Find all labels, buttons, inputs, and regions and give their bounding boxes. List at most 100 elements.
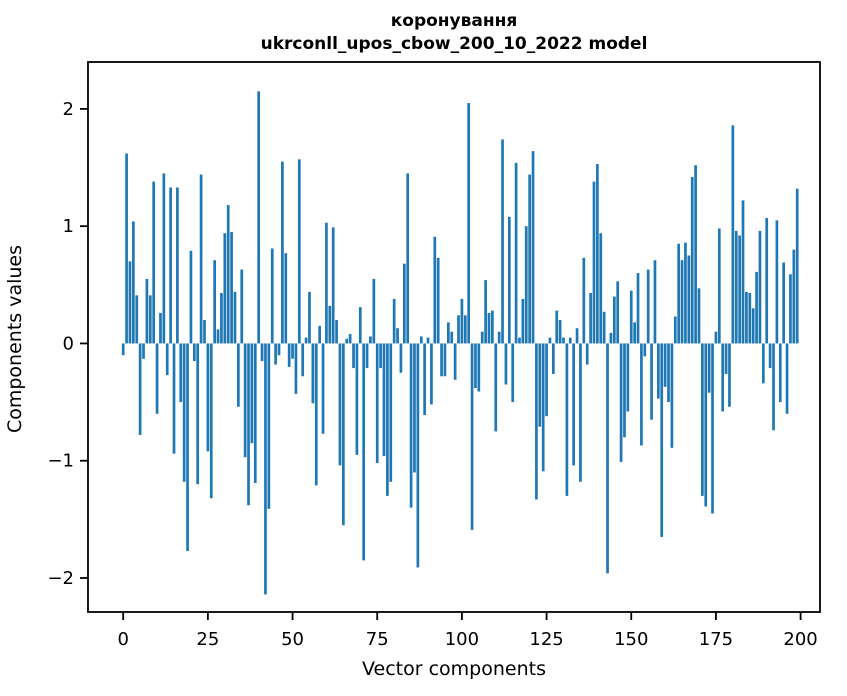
bar — [406, 173, 410, 344]
bar — [176, 187, 179, 344]
bar — [585, 343, 589, 365]
bar — [643, 343, 647, 357]
bar — [596, 164, 599, 344]
x-tick-label: 175 — [699, 629, 733, 650]
bar — [287, 343, 291, 367]
bar — [423, 343, 426, 415]
bar — [182, 343, 186, 482]
bar — [199, 174, 203, 344]
bar — [328, 305, 332, 344]
bar — [758, 230, 762, 344]
bar — [152, 181, 156, 344]
bar — [650, 343, 653, 420]
bar — [731, 125, 735, 344]
bar — [687, 255, 691, 344]
bar — [270, 248, 274, 344]
bar — [392, 298, 396, 344]
y-tick-label: 0 — [63, 333, 74, 354]
bar — [494, 343, 498, 432]
bar — [521, 298, 525, 344]
bar — [213, 260, 216, 344]
bar — [389, 343, 393, 482]
bar — [673, 316, 677, 344]
bar — [714, 331, 718, 344]
x-tick-label: 150 — [614, 629, 648, 650]
bar — [487, 312, 491, 344]
bar — [209, 343, 213, 499]
y-axis-label: Components values — [4, 244, 26, 434]
bar — [704, 343, 708, 507]
x-tick-label: 200 — [783, 629, 817, 650]
bar — [216, 329, 220, 344]
bar — [240, 269, 244, 344]
bar — [443, 343, 447, 377]
x-tick-label: 75 — [366, 629, 389, 650]
bar — [562, 337, 565, 344]
bar — [484, 280, 487, 344]
chart-subtitle: ukrconll_upos_cbow_200_10_2022 model — [260, 34, 648, 54]
bar — [782, 262, 786, 344]
bar — [501, 139, 504, 344]
bar — [785, 343, 789, 414]
bar — [616, 281, 620, 344]
bar — [321, 343, 325, 434]
bar — [680, 260, 684, 344]
bar — [257, 91, 261, 344]
bar — [697, 288, 701, 344]
y-tick-label: 2 — [63, 99, 74, 120]
bar — [541, 343, 545, 472]
bar — [132, 221, 135, 344]
bar — [728, 343, 731, 407]
bar — [470, 343, 474, 530]
bar — [189, 250, 193, 344]
bar — [264, 343, 267, 595]
bar — [358, 307, 362, 344]
bar — [436, 257, 440, 344]
bar — [440, 343, 443, 377]
bar — [196, 343, 200, 485]
bar — [121, 343, 125, 356]
bar — [653, 260, 657, 344]
bar — [243, 343, 247, 458]
bar — [707, 343, 711, 393]
bar — [511, 343, 515, 403]
bar — [206, 343, 210, 452]
bar — [633, 322, 636, 344]
bar — [372, 278, 376, 344]
bar — [128, 261, 132, 344]
bar — [507, 216, 511, 344]
bar — [748, 293, 752, 344]
bar — [602, 311, 606, 344]
bar — [775, 220, 779, 344]
bar — [355, 343, 359, 455]
bar — [311, 343, 315, 404]
bar — [721, 343, 725, 412]
bar — [304, 337, 308, 344]
bar — [335, 320, 338, 344]
bar — [514, 162, 518, 344]
bar — [162, 173, 166, 344]
bar — [447, 322, 450, 344]
bar — [386, 343, 389, 496]
bar — [426, 337, 430, 344]
bar — [399, 343, 403, 373]
x-tick-label: 100 — [445, 629, 479, 650]
bar — [253, 343, 257, 483]
bar — [626, 343, 630, 412]
bar — [375, 343, 379, 464]
bar — [606, 343, 609, 574]
bar — [450, 331, 454, 344]
bar — [552, 343, 555, 374]
bar — [660, 343, 664, 537]
bar — [548, 337, 552, 344]
bar — [629, 290, 633, 344]
bar — [318, 325, 321, 344]
bar — [453, 343, 457, 380]
bar — [159, 312, 162, 344]
bar — [379, 343, 382, 369]
bar — [646, 269, 650, 344]
bar — [325, 222, 328, 344]
bar — [135, 295, 139, 344]
bar — [623, 343, 626, 438]
